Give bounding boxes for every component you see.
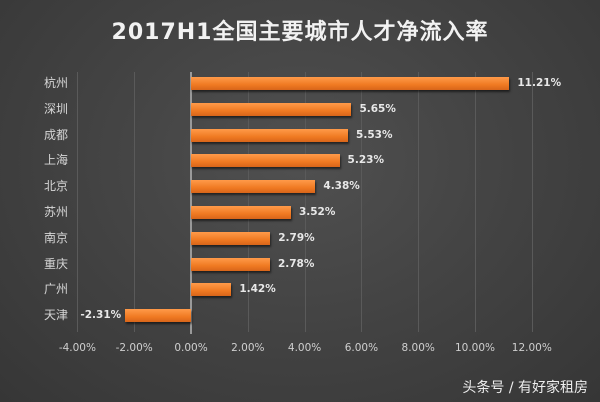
category-label: 杭州 xyxy=(44,76,69,90)
x-tick-label: -2.00% xyxy=(115,342,153,354)
category-label: 成都 xyxy=(44,127,69,142)
x-tick-label: 6.00% xyxy=(344,342,379,354)
x-tick-label: 2.00% xyxy=(231,342,265,354)
value-label: 4.38% xyxy=(323,180,360,193)
value-label: 11.21% xyxy=(517,77,562,89)
x-tick-label: 4.00% xyxy=(287,342,322,354)
value-label: 5.65% xyxy=(359,102,396,115)
gridline xyxy=(77,72,79,332)
x-tick-label: 8.00% xyxy=(401,342,435,354)
category-label: 深圳 xyxy=(44,101,69,116)
x-tick-label: 0.00% xyxy=(174,342,208,354)
watermark: 头条号 / 有好家租房 xyxy=(462,380,588,396)
value-label: 2.78% xyxy=(277,257,315,270)
bar xyxy=(191,257,270,271)
category-label: 南京 xyxy=(44,230,69,245)
category-label: 广州 xyxy=(44,282,69,297)
value-label: 5.23% xyxy=(347,154,384,167)
value-label: 3.52% xyxy=(298,206,336,218)
bar xyxy=(191,283,232,297)
bar xyxy=(191,128,349,142)
category-label: 天津 xyxy=(44,308,69,323)
gridline xyxy=(418,72,420,332)
gridline xyxy=(531,72,533,332)
value-label: 1.42% xyxy=(239,283,276,296)
bar xyxy=(125,309,191,323)
gridline xyxy=(247,72,249,332)
category-label: 重庆 xyxy=(44,256,69,271)
gridline xyxy=(475,72,476,332)
value-label: 5.53% xyxy=(356,128,393,141)
x-tick-label: 10.00% xyxy=(454,342,496,354)
x-tick-label: -4.00% xyxy=(58,342,96,354)
bar xyxy=(191,231,271,245)
category-label: 北京 xyxy=(44,179,69,194)
value-label: 2.79% xyxy=(278,231,315,244)
gridline xyxy=(304,72,306,332)
gridline xyxy=(361,72,363,332)
bar xyxy=(191,180,316,194)
x-tick-label: 12.00% xyxy=(511,342,552,354)
zero-axis-line xyxy=(190,72,192,334)
bar xyxy=(191,102,352,116)
gridline xyxy=(134,72,136,332)
chart-title: 2017H1全国主要城市人才净流入率 xyxy=(111,20,489,45)
bar xyxy=(191,154,340,168)
category-label: 苏州 xyxy=(44,205,69,219)
bar xyxy=(191,206,291,219)
bar xyxy=(191,77,510,90)
value-label: -2.31% xyxy=(80,309,122,322)
category-label: 上海 xyxy=(44,153,69,168)
